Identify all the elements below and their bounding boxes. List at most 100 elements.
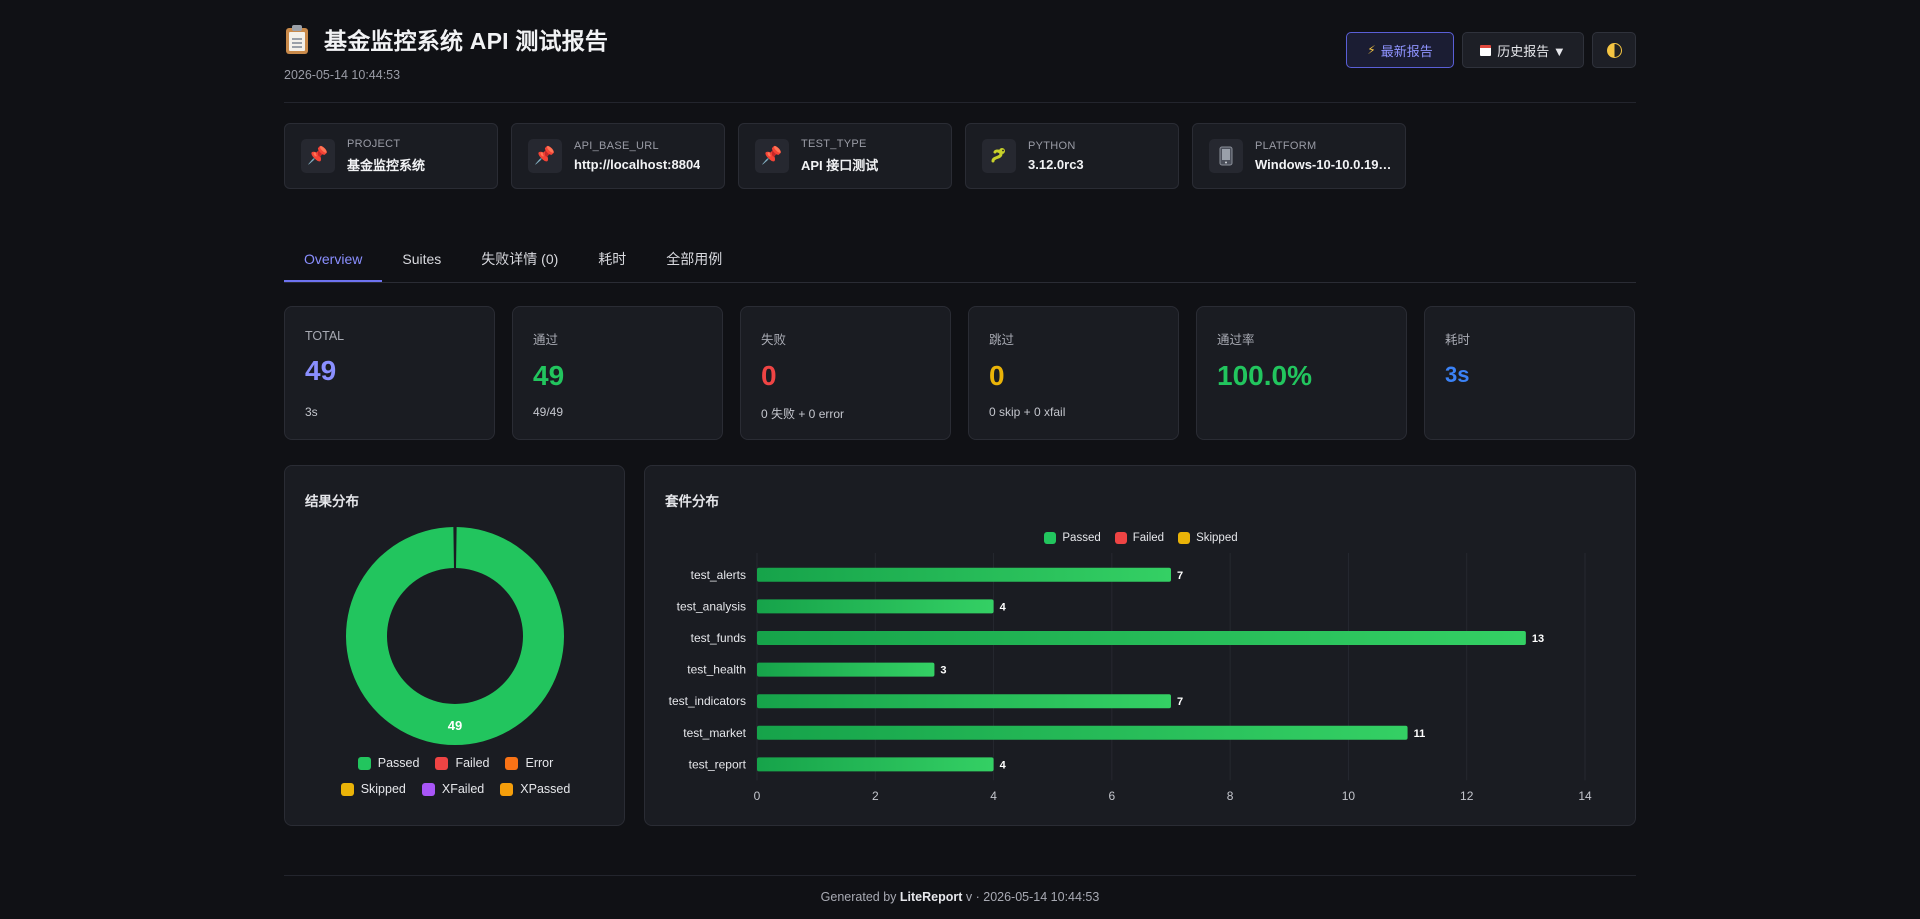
python-icon <box>982 139 1016 173</box>
legend-item-skipped[interactable]: Skipped <box>1178 532 1238 544</box>
y-tick-label: test_alerts <box>691 568 746 582</box>
header-actions: ⚡ 最新报告 历史报告 ▼ <box>1346 32 1636 68</box>
result-distribution-panel: 结果分布 49 Passed Failed Error Skipped XFai… <box>284 465 625 826</box>
bar-test_report[interactable] <box>757 757 994 772</box>
env-card-python: PYTHON 3.12.0rc3 <box>965 123 1179 189</box>
pushpin-icon: 📌 <box>755 139 789 173</box>
stat-sub: 3s <box>305 405 318 419</box>
stat-card-total: TOTAL 49 3s <box>284 306 495 440</box>
env-key: PLATFORM <box>1255 140 1317 152</box>
report-page: 基金监控系统 API 测试报告 2026-05-14 10:44:53 ⚡ 最新… <box>284 0 1636 919</box>
tab-failure-details[interactable]: 失败详情 (0) <box>481 251 559 267</box>
donut-legend: Passed Failed Error Skipped XFailed XPas… <box>285 756 626 808</box>
legend-item-passed[interactable]: Passed <box>1044 532 1101 544</box>
env-key: PROJECT <box>347 138 401 150</box>
stat-label: 通过率 <box>1217 333 1255 347</box>
x-tick-label: 0 <box>754 789 761 803</box>
y-tick-label: test_analysis <box>677 599 746 613</box>
latest-report-button[interactable]: ⚡ 最新报告 <box>1346 32 1454 68</box>
x-tick-label: 8 <box>1227 789 1234 803</box>
report-timestamp: 2026-05-14 10:44:53 <box>284 68 401 82</box>
bar-value-label: 13 <box>1532 633 1544 645</box>
env-key: PYTHON <box>1028 140 1076 152</box>
calendar-icon <box>1480 44 1492 56</box>
bar-value-label: 4 <box>1000 601 1007 613</box>
report-header: 基金监控系统 API 测试报告 2026-05-14 10:44:53 ⚡ 最新… <box>284 0 1636 103</box>
stat-value: 0 <box>989 360 1005 391</box>
stat-cards: TOTAL 49 3s 通过 49 49/49 失败 0 0 失败 + 0 er… <box>284 306 1635 440</box>
stat-sub: 0 失败 + 0 error <box>761 407 845 421</box>
env-card-test-type: 📌 TEST_TYPE API 接口测试 <box>738 123 952 189</box>
pushpin-icon: 📌 <box>528 139 562 173</box>
legend-item-failed[interactable]: Failed <box>435 756 489 770</box>
tab-bar: Overview Suites 失败详情 (0) 耗时 全部用例 <box>284 238 1636 283</box>
footer-brand: LiteReport <box>899 890 963 904</box>
stat-sub: 0 skip + 0 xfail <box>989 405 1066 419</box>
bar-test_health[interactable] <box>757 662 935 677</box>
bar-legend: Passed Failed Skipped <box>645 532 1637 544</box>
stat-value: 0 <box>761 360 777 391</box>
y-tick-label: test_report <box>689 757 747 771</box>
environment-cards: 📌 PROJECT 基金监控系统 📌 API_BASE_URL http://l… <box>284 123 1406 189</box>
env-value: Windows-10-10.0.19… <box>1255 157 1392 172</box>
legend-item-failed[interactable]: Failed <box>1114 532 1164 544</box>
bar-test_market[interactable] <box>757 725 1408 740</box>
bar-test_indicators[interactable] <box>757 694 1171 709</box>
legend-item-xpassed[interactable]: XPassed <box>500 782 570 796</box>
latest-report-label: 最新报告 <box>1380 43 1433 59</box>
panel-title: 套件分布 <box>665 494 719 509</box>
result-donut-chart: 49 <box>346 527 564 745</box>
stat-card-duration: 耗时 3s <box>1424 306 1635 440</box>
env-value: http://localhost:8804 <box>574 157 701 172</box>
stat-value: 49 <box>533 360 565 391</box>
stat-sub: 49/49 <box>533 405 564 419</box>
env-value: 3.12.0rc3 <box>1028 157 1084 172</box>
history-report-button[interactable]: 历史报告 ▼ <box>1462 32 1584 68</box>
x-tick-label: 12 <box>1460 789 1474 803</box>
env-card-api-base-url: 📌 API_BASE_URL http://localhost:8804 <box>511 123 725 189</box>
stat-card-failed: 失败 0 0 失败 + 0 error <box>740 306 951 440</box>
stat-card-pass-rate: 通过率 100.0% <box>1196 306 1407 440</box>
bar-value-label: 7 <box>1177 570 1183 582</box>
tab-overview[interactable]: Overview <box>284 238 383 282</box>
y-tick-label: test_market <box>683 726 746 740</box>
stat-label: 通过 <box>533 333 559 347</box>
env-key: TEST_TYPE <box>801 138 867 150</box>
history-report-label: 历史报告 ▼ <box>1497 43 1566 59</box>
bar-test_alerts[interactable] <box>757 567 1171 582</box>
stat-card-passed: 通过 49 49/49 <box>512 306 723 440</box>
bar-value-label: 7 <box>1177 696 1183 708</box>
legend-item-passed[interactable]: Passed <box>357 756 419 770</box>
stat-label: 失败 <box>761 333 787 347</box>
x-tick-label: 4 <box>990 789 997 803</box>
theme-toggle-button[interactable] <box>1592 32 1636 68</box>
y-tick-label: test_funds <box>691 631 746 645</box>
legend-item-skipped[interactable]: Skipped <box>340 782 406 796</box>
panel-title: 结果分布 <box>305 494 359 509</box>
tab-duration[interactable]: 耗时 <box>598 251 627 267</box>
bar-test_analysis[interactable] <box>757 599 994 614</box>
stat-value: 100.0% <box>1217 360 1312 391</box>
x-tick-label: 14 <box>1578 789 1592 803</box>
tab-suites[interactable]: Suites <box>402 251 442 267</box>
bar-value-label: 4 <box>1000 759 1007 771</box>
env-value: 基金监控系统 <box>347 158 426 173</box>
x-tick-label: 2 <box>872 789 879 803</box>
env-value: API 接口测试 <box>801 158 879 173</box>
title-row: 基金监控系统 API 测试报告 <box>284 22 608 56</box>
legend-item-error[interactable]: Error <box>505 756 553 770</box>
stat-value: 3s <box>1445 362 1470 387</box>
x-tick-label: 10 <box>1342 789 1356 803</box>
env-card-project: 📌 PROJECT 基金监控系统 <box>284 123 498 189</box>
bar-test_funds[interactable] <box>757 631 1526 645</box>
legend-item-xfailed[interactable]: XFailed <box>421 782 484 796</box>
x-tick-label: 6 <box>1109 789 1116 803</box>
y-tick-label: test_indicators <box>669 694 746 708</box>
env-card-platform: PLATFORM Windows-10-10.0.19… <box>1192 123 1406 189</box>
stat-value: 49 <box>305 355 337 386</box>
tab-all-cases[interactable]: 全部用例 <box>666 251 723 267</box>
page-title: 基金监控系统 API 测试报告 <box>324 28 609 54</box>
donut-slice-passed[interactable] <box>346 527 564 745</box>
lightning-icon: ⚡ <box>1367 43 1376 57</box>
pushpin-icon: 📌 <box>301 139 335 173</box>
